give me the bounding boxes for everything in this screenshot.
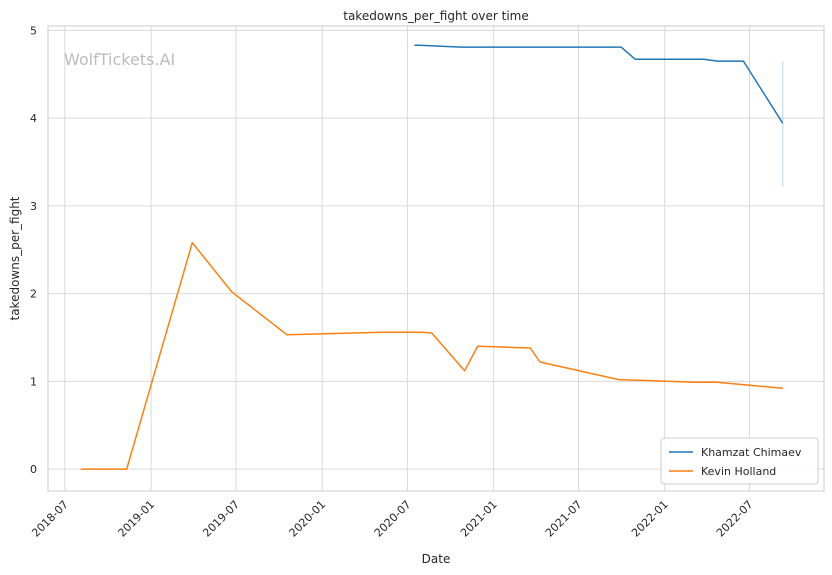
- x-axis-label: Date: [422, 552, 451, 566]
- x-tick-label: 2021-07: [543, 498, 585, 540]
- x-tick-label: 2022-07: [714, 498, 756, 540]
- x-tick-label: 2022-01: [629, 498, 671, 540]
- legend: Khamzat Chimaev Kevin Holland: [660, 437, 819, 485]
- x-tick-label: 2019-07: [200, 498, 242, 540]
- legend-label: Kevin Holland: [701, 465, 776, 478]
- chart-title: takedowns_per_fight over time: [343, 9, 529, 23]
- series-line-1: [80, 241, 783, 470]
- y-tick-label: 3: [30, 200, 37, 213]
- x-tick-label: 2021-01: [458, 498, 500, 540]
- x-tick-label: 2020-07: [372, 498, 414, 540]
- x-tick-labels: 2018-07 2019-01 2019-07 2020-01 2020-07 2021-…: [29, 498, 755, 540]
- y-axis-label: takedowns_per_fight: [8, 196, 22, 320]
- y-tick-label: 0: [30, 463, 37, 476]
- legend-label: Khamzat Chimaev: [701, 446, 802, 459]
- x-tick-label: 2019-01: [116, 498, 158, 540]
- series-line-0: [414, 44, 784, 124]
- x-tick-label: 2018-07: [29, 498, 71, 540]
- y-tick-label: 5: [30, 24, 37, 37]
- watermark-text: WolfTickets.AI: [64, 50, 175, 69]
- legend-box: [660, 437, 819, 485]
- y-tick-label: 4: [30, 112, 37, 125]
- grid: [48, 26, 824, 491]
- y-tick-label: 2: [30, 288, 37, 301]
- series-layer: [80, 44, 784, 470]
- y-tick-labels: 0 1 2 3 4 5: [30, 24, 37, 476]
- plot-frame: [47, 25, 825, 492]
- x-tick-label: 2020-01: [287, 498, 329, 540]
- y-tick-label: 1: [30, 375, 37, 388]
